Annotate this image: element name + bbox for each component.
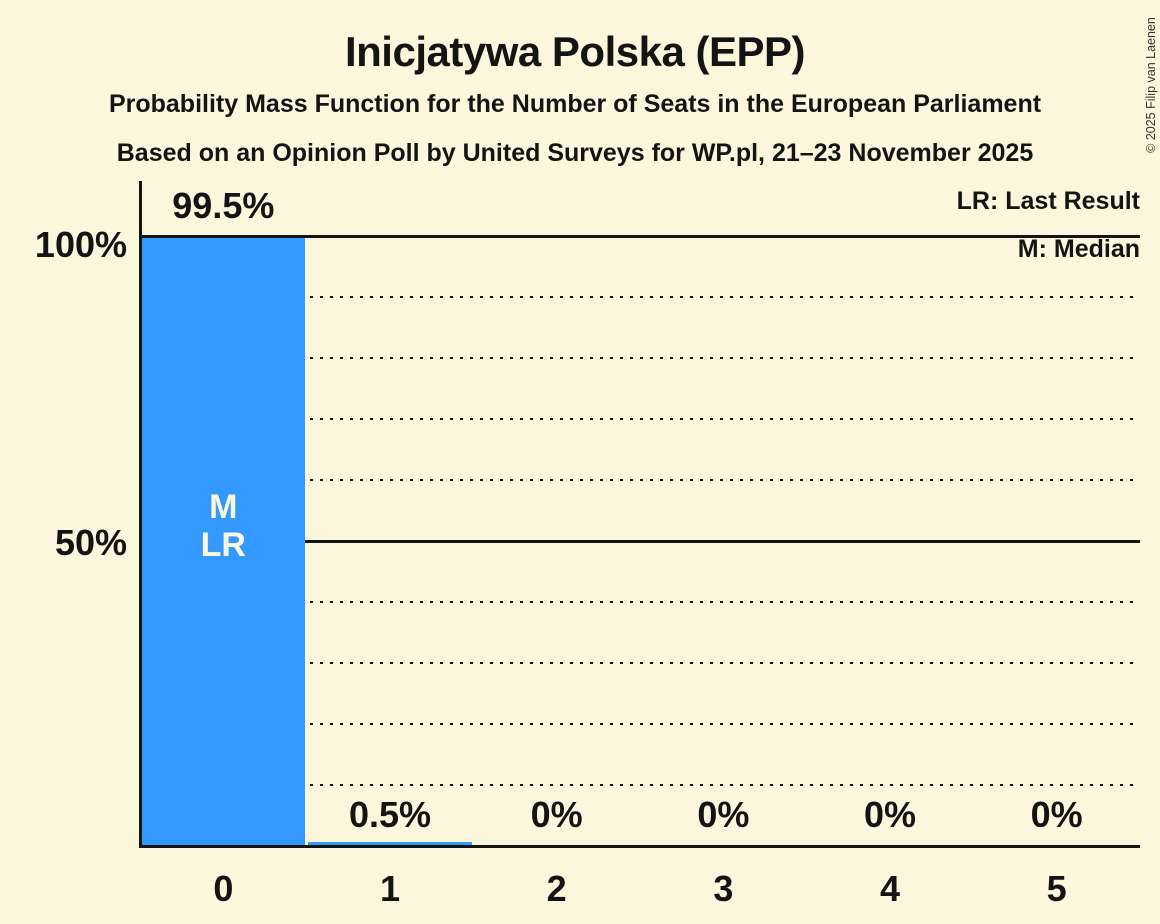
value-label-1: 0.5%	[348, 794, 432, 835]
chart-subtitle-method: Probability Mass Function for the Number…	[108, 90, 1042, 118]
value-label-0: 99.5%	[172, 185, 275, 226]
x-tick-5: 5	[1046, 868, 1067, 909]
gridline-major-100pct	[140, 234, 1140, 238]
bar-seat-1	[308, 842, 472, 845]
value-label-5: 0%	[1030, 794, 1083, 835]
value-label-3: 0%	[697, 794, 750, 835]
y-axis-label-100: 100%	[34, 224, 127, 265]
legend-median: M: Median	[1017, 235, 1140, 263]
value-label-4: 0%	[863, 794, 916, 835]
value-label-2: 0%	[530, 794, 583, 835]
median-last-result-marker: M LR	[200, 488, 246, 564]
gridline-10pct	[140, 784, 1140, 786]
copyright-notice: © 2025 Filip van Laenen	[1144, 17, 1158, 153]
chart-subtitle-poll: Based on an Opinion Poll by United Surve…	[116, 139, 1034, 167]
gridline-40pct	[140, 601, 1140, 603]
gridline-major-50pct	[140, 539, 1140, 543]
x-axis-line	[138, 844, 1140, 848]
gridline-70pct	[140, 418, 1140, 420]
gridline-80pct	[140, 357, 1140, 359]
x-tick-1: 1	[379, 868, 400, 909]
gridline-20pct	[140, 723, 1140, 725]
legend-last-result: LR: Last Result	[956, 187, 1140, 215]
y-axis-label-50: 50%	[54, 522, 127, 563]
x-tick-2: 2	[546, 868, 567, 909]
gridline-30pct	[140, 662, 1140, 664]
bar-seat-0	[141, 238, 306, 845]
y-axis-line	[138, 181, 142, 847]
x-tick-4: 4	[879, 868, 900, 909]
x-tick-3: 3	[713, 868, 734, 909]
x-tick-0: 0	[213, 868, 234, 909]
gridline-90pct	[140, 296, 1140, 298]
gridline-60pct	[140, 479, 1140, 481]
chart-title: Inicjatywa Polska (EPP)	[344, 28, 806, 75]
